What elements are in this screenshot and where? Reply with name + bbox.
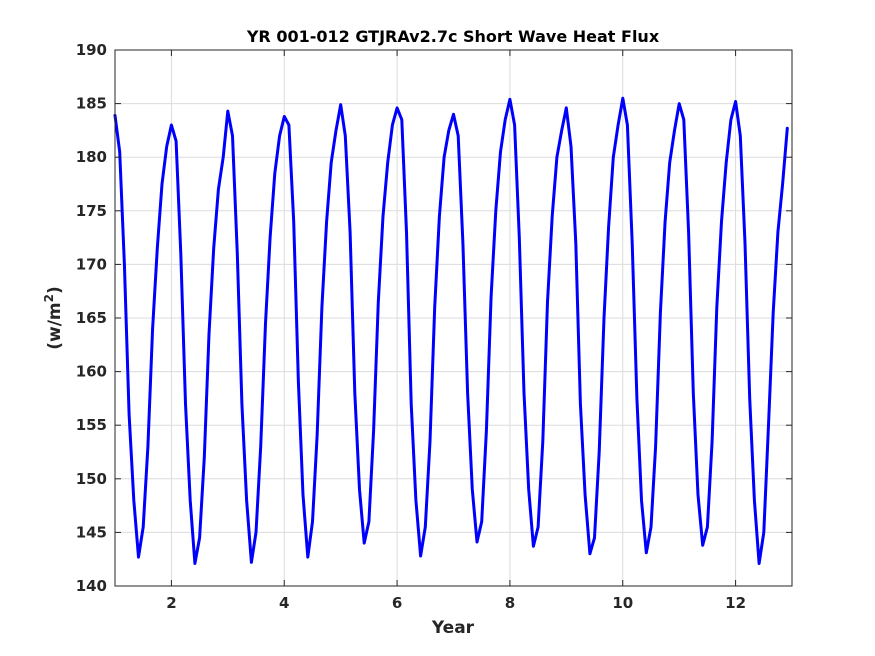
- data-layer: [113, 96, 789, 565]
- y-tick-label: 175: [76, 202, 107, 220]
- y-tick-label: 145: [76, 523, 107, 541]
- y-tick-label: 190: [76, 41, 107, 59]
- y-axis-title-superscript: 2: [42, 294, 56, 302]
- x-tick-label: 8: [505, 594, 515, 612]
- x-tick-label: 4: [279, 594, 289, 612]
- series-line-0: [113, 96, 789, 565]
- y-tick-label: 160: [76, 363, 107, 381]
- x-tick-label: 2: [166, 594, 176, 612]
- chart-title: YR 001-012 GTJRAv2.7c Short Wave Heat Fl…: [246, 27, 660, 46]
- y-axis-title: (w/m2): [42, 286, 65, 350]
- y-tick-label: 165: [76, 309, 107, 327]
- x-tick-label: 10: [612, 594, 633, 612]
- x-tick-label: 6: [392, 594, 402, 612]
- y-axis-title-main: (w/m: [45, 302, 65, 349]
- x-tick-label: 12: [725, 594, 746, 612]
- y-tick-label: 140: [76, 577, 107, 595]
- y-axis-title-tail: ): [45, 286, 65, 294]
- y-tick-label: 150: [76, 470, 107, 488]
- y-tick-label: 180: [76, 148, 107, 166]
- y-tick-label: 170: [76, 255, 107, 273]
- x-axis-title: Year: [431, 618, 475, 638]
- y-tick-label: 155: [76, 416, 107, 434]
- y-tick-label: 185: [76, 95, 107, 113]
- ticks: 2 4 6 8 10 12 140 145 150 155 160 165 170 175 180 185 19…: [76, 41, 792, 612]
